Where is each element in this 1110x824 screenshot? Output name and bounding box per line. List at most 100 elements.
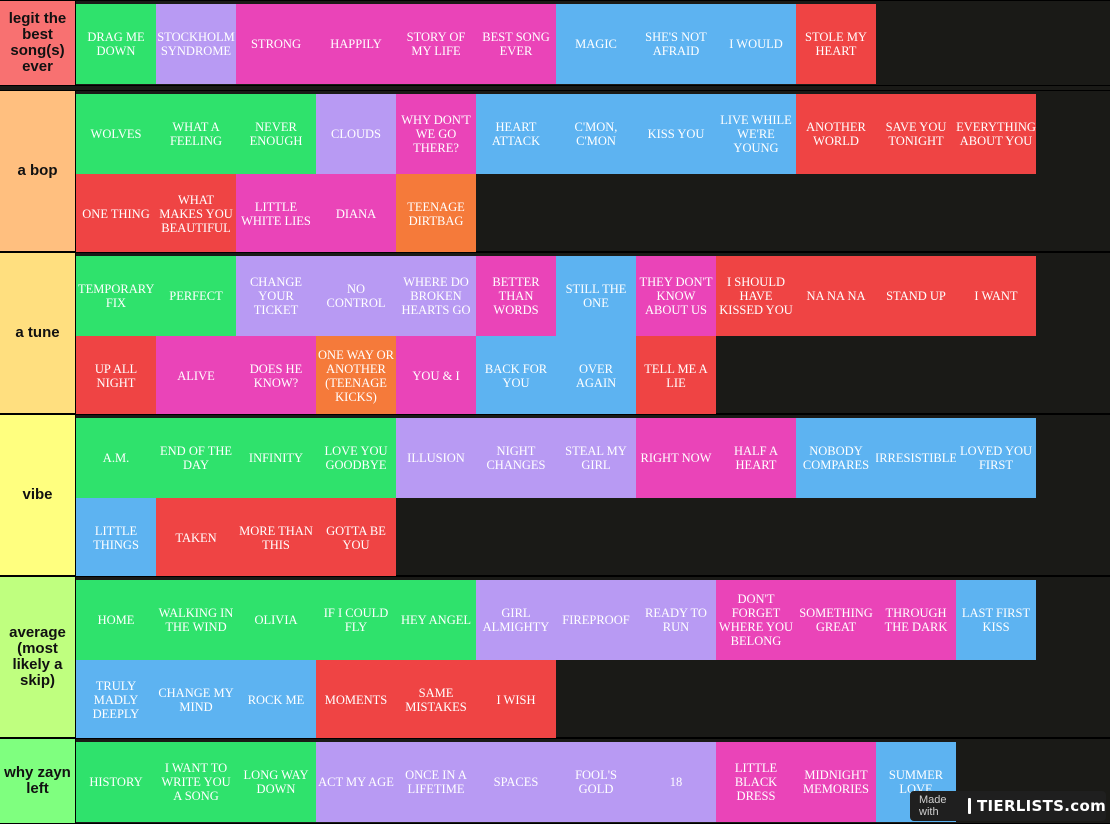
tier-label[interactable]: average (most likely a skip) [0,577,76,737]
tier-label[interactable]: vibe [0,415,76,575]
song-tile[interactable]: IRRESISTIBLE [876,418,956,498]
song-tile[interactable]: UP ALL NIGHT [76,336,156,416]
song-tile[interactable]: STORY OF MY LIFE [396,4,476,84]
song-tile[interactable]: ANOTHER WORLD [796,94,876,174]
song-tile[interactable]: ONE THING [76,174,156,254]
song-tile[interactable]: WHERE DO BROKEN HEARTS GO [396,256,476,336]
song-tile[interactable]: BETTER THAN WORDS [476,256,556,336]
tier-label[interactable]: legit the best song(s) ever [0,1,76,85]
song-tile[interactable]: GIRL ALMIGHTY [476,580,556,660]
song-tile[interactable]: WOLVES [76,94,156,174]
song-tile[interactable]: I SHOULD HAVE KISSED YOU [716,256,796,336]
song-tile[interactable]: STILL THE ONE [556,256,636,336]
song-tile[interactable]: DOES HE KNOW? [236,336,316,416]
song-tile[interactable]: ONCE IN A LIFETIME [396,742,476,822]
song-tile[interactable]: NA NA NA [796,256,876,336]
song-tile[interactable]: MAGIC [556,4,636,84]
song-tile[interactable]: DON'T FORGET WHERE YOU BELONG [716,580,796,660]
song-tile[interactable]: END OF THE DAY [156,418,236,498]
song-tile[interactable]: ACT MY AGE [316,742,396,822]
song-tile[interactable]: OVER AGAIN [556,336,636,416]
song-tile[interactable]: SAVE YOU TONIGHT [876,94,956,174]
song-tile[interactable]: LAST FIRST KISS [956,580,1036,660]
song-tile[interactable]: DRAG ME DOWN [76,4,156,84]
song-tile[interactable]: SHE'S NOT AFRAID [636,4,716,84]
song-tile[interactable]: SOMETHING GREAT [796,580,876,660]
tier-row: legit the best song(s) ever DRAG ME DOWN S… [0,0,1110,86]
song-tile[interactable]: WHAT MAKES YOU BEAUTIFUL [156,174,236,254]
song-tile[interactable]: INFINITY [236,418,316,498]
song-tile[interactable]: NOBODY COMPARES [796,418,876,498]
song-tile[interactable]: NO CONTROL [316,256,396,336]
song-tile[interactable]: LITTLE WHITE LIES [236,174,316,254]
song-tile[interactable]: TRULY MADLY DEEPLY [76,660,156,740]
tier-label[interactable]: a bop [0,91,76,251]
song-tile[interactable]: WHY DON'T WE GO THERE? [396,94,476,174]
song-tile[interactable]: DIANA [316,174,396,254]
song-tile[interactable]: I WANT TO WRITE YOU A SONG [156,742,236,822]
song-tile[interactable]: BACK FOR YOU [476,336,556,416]
song-tile[interactable]: KISS YOU [636,94,716,174]
song-tile[interactable]: HAPPILY [316,4,396,84]
made-with-watermark[interactable]: Made with TIERLISTS.com [910,791,1106,821]
song-tile[interactable]: WALKING IN THE WIND [156,580,236,660]
song-tile[interactable]: I WISH [476,660,556,740]
song-tile[interactable]: SPACES [476,742,556,822]
song-tile[interactable]: WHAT A FEELING [156,94,236,174]
song-tile[interactable]: STRONG [236,4,316,84]
song-tile[interactable]: LOVE YOU GOODBYE [316,418,396,498]
song-tile[interactable]: NEVER ENOUGH [236,94,316,174]
song-tile[interactable]: STOCKHOLM SYNDROME [156,4,236,84]
song-tile[interactable]: HEART ATTACK [476,94,556,174]
song-tile[interactable]: MIDNIGHT MEMORIES [796,742,876,822]
song-tile[interactable]: ONE WAY OR ANOTHER (TEENAGE KICKS) [316,336,396,416]
song-tile[interactable]: PERFECT [156,256,236,336]
song-tile[interactable]: LITTLE THINGS [76,498,156,578]
song-tile[interactable]: STAND UP [876,256,956,336]
song-tile[interactable]: MORE THAN THIS [236,498,316,578]
song-tile[interactable]: NIGHT CHANGES [476,418,556,498]
song-tile[interactable]: LIVE WHILE WE'RE YOUNG [716,94,796,174]
song-tile[interactable]: HALF A HEART [716,418,796,498]
song-tile[interactable]: ROCK ME [236,660,316,740]
song-tile[interactable]: READY TO RUN [636,580,716,660]
song-tile[interactable]: I WOULD [716,4,796,84]
song-tile[interactable]: CHANGE MY MIND [156,660,236,740]
song-tile[interactable]: HOME [76,580,156,660]
song-tile[interactable]: ILLUSION [396,418,476,498]
song-tile[interactable]: LITTLE BLACK DRESS [716,742,796,822]
song-tile[interactable]: HEY ANGEL [396,580,476,660]
song-tile[interactable]: STOLE MY HEART [796,4,876,84]
song-tile[interactable]: RIGHT NOW [636,418,716,498]
song-tile[interactable]: MOMENTS [316,660,396,740]
song-tile[interactable]: TAKEN [156,498,236,578]
song-tile[interactable]: FIREPROOF [556,580,636,660]
song-tile[interactable]: ALIVE [156,336,236,416]
song-tile[interactable]: TEMPORARY FIX [76,256,156,336]
song-tile[interactable]: C'MON, C'MON [556,94,636,174]
song-tile[interactable]: GOTTA BE YOU [316,498,396,578]
song-tile[interactable]: THEY DON'T KNOW ABOUT US [636,256,716,336]
song-tile[interactable]: HISTORY [76,742,156,822]
song-tile[interactable]: EVERYTHING ABOUT YOU [956,94,1036,174]
song-tile[interactable]: SAME MISTAKES [396,660,476,740]
song-tile[interactable]: YOU & I [396,336,476,416]
tier-label[interactable]: a tune [0,253,76,413]
song-tile[interactable]: LONG WAY DOWN [236,742,316,822]
song-tile[interactable]: STEAL MY GIRL [556,418,636,498]
song-tile[interactable]: TELL ME A LIE [636,336,716,416]
song-tile[interactable]: FOOL'S GOLD [556,742,636,822]
song-tile[interactable]: THROUGH THE DARK [876,580,956,660]
song-tile[interactable]: BEST SONG EVER [476,4,556,84]
song-tile[interactable]: OLIVIA [236,580,316,660]
tier-label[interactable]: why zayn left [0,739,76,823]
song-tile[interactable]: TEENAGE DIRTBAG [396,174,476,254]
song-tile[interactable]: IF I COULD FLY [316,580,396,660]
song-tile[interactable]: I WANT [956,256,1036,336]
song-tile[interactable]: CHANGE YOUR TICKET [236,256,316,336]
song-tile[interactable]: CLOUDS [316,94,396,174]
song-tile[interactable]: A.M. [76,418,156,498]
song-tile[interactable]: LOVED YOU FIRST [956,418,1036,498]
song-tile[interactable]: 18 [636,742,716,822]
made-with-text: Made with [919,794,947,818]
